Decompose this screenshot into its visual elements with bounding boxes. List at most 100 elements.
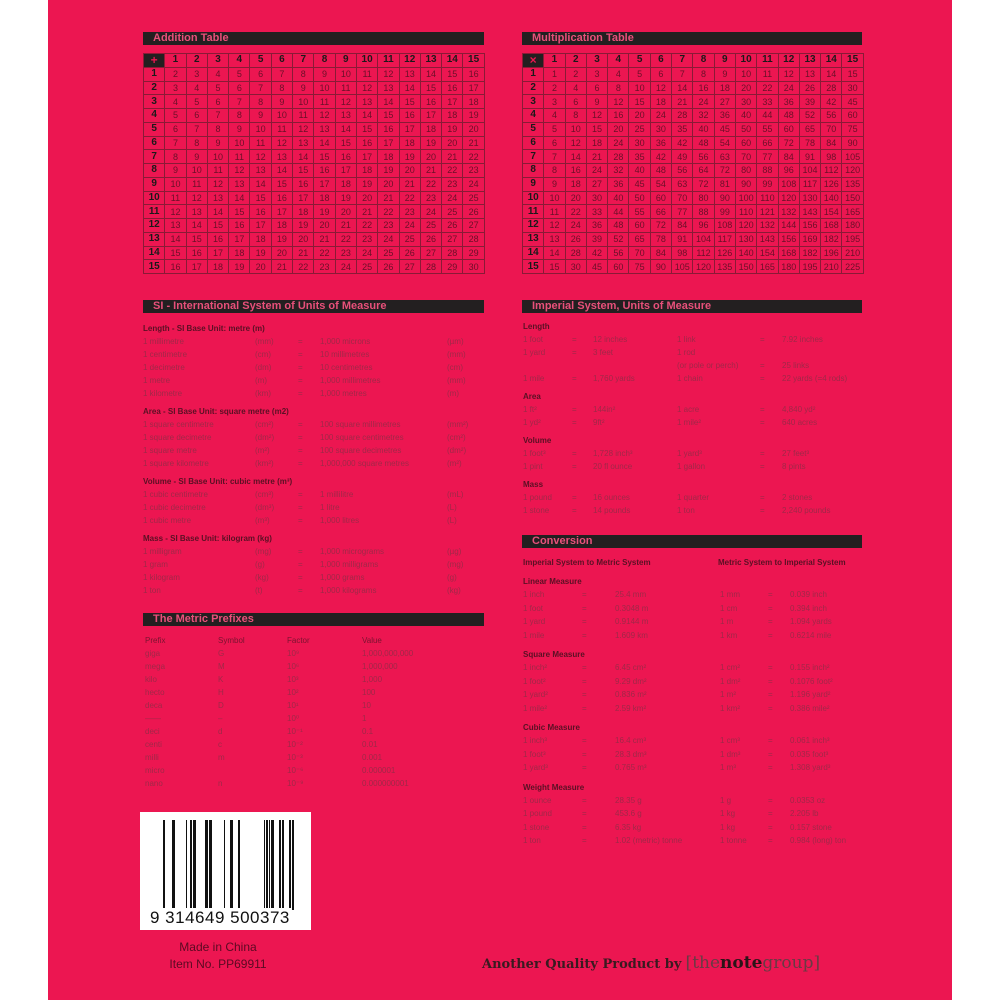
table-cell: 10	[228, 135, 251, 151]
unit-cell: (or pole or perch)	[677, 361, 739, 370]
unit-cell: =	[768, 749, 773, 759]
brand-bracket-close: ]	[813, 953, 821, 973]
row-header: 1	[521, 66, 545, 82]
unit-cell: (µm)	[447, 337, 464, 346]
unit-cell: 1 pint	[523, 462, 543, 471]
unit-cell: =	[298, 490, 303, 499]
table-cell: 21	[313, 231, 336, 247]
table-cell: 42	[820, 94, 843, 109]
unit-cell: (g)	[255, 560, 265, 569]
table-cell: 14	[313, 135, 336, 151]
unit-cell: (µg)	[447, 547, 462, 556]
table-cell: 156	[798, 218, 822, 233]
table-cell: 19	[377, 163, 400, 178]
table-cell: 20	[313, 218, 336, 233]
prefix-cell: 10¹	[287, 701, 299, 710]
table-cell: 22	[292, 259, 315, 274]
column-header: 12	[777, 53, 800, 68]
unit-cell: =	[298, 547, 303, 556]
unit-cell: =	[582, 590, 587, 599]
unit-cell: =	[582, 663, 587, 672]
table-cell: 108	[713, 218, 736, 233]
barcode-bar	[230, 820, 233, 910]
table-cell: 12	[543, 218, 566, 233]
row-header: 4	[521, 108, 545, 123]
unit-row: (or pole or perch) = 25 links	[523, 359, 868, 372]
unit-cell: =	[582, 809, 587, 818]
table-cell: 14	[377, 94, 400, 109]
conversion-section: Imperial System to Metric System Metric …	[523, 556, 868, 848]
table-cell: 120	[692, 259, 715, 274]
unit-cell: 10 centimetres	[320, 363, 373, 372]
table-row: 12 13 14 15 16 17 18 19 20 21 22 23 24 25 26 27	[142, 218, 485, 233]
unit-cell: =	[572, 449, 577, 458]
row-header: 14	[521, 245, 545, 261]
table-cell: 18	[228, 245, 251, 261]
table-cell: 19	[228, 259, 251, 274]
unit-cell: =	[298, 459, 303, 468]
table-cell: 25	[398, 231, 421, 247]
table-cell: 23	[377, 218, 400, 233]
table-cell: 14	[564, 149, 587, 164]
table-cell: 18	[355, 163, 379, 178]
table-cell: 13	[270, 149, 294, 164]
table-cell: 3	[543, 94, 566, 109]
table-cell: 21	[398, 176, 421, 192]
unit-cell: =	[582, 603, 587, 613]
unit-cell: 1 cm³	[720, 736, 740, 745]
unit-cell: 7.92 inches	[782, 335, 823, 344]
table-cell: 23	[419, 190, 443, 206]
table-cell: 6	[164, 121, 187, 137]
column-header: 12	[398, 53, 421, 68]
imperial-units-section: Length 1 foot = 12 inches 1 link = 7.92 inches…	[523, 320, 868, 517]
table-cell: 17	[462, 80, 485, 96]
prefix-cell: kilo	[145, 675, 158, 684]
unit-cell: =	[768, 763, 773, 772]
column-header: Value	[362, 636, 382, 645]
table-cell: 143	[798, 204, 822, 219]
unit-cell: 100 square millimetres	[320, 420, 401, 429]
unit-cell: (mg)	[447, 560, 464, 569]
prefix-cell: M	[218, 662, 225, 671]
prefix-row: milli m 10⁻³ 0.001	[145, 751, 485, 764]
column-header: 15	[462, 53, 485, 68]
unit-cell: 14 pounds	[593, 506, 631, 515]
table-cell: 19	[292, 218, 315, 233]
table-cell: 72	[649, 218, 673, 233]
unit-row: 1 foot² = 9.29 dm² 1 dm² = 0.1076 foot²	[523, 675, 868, 689]
table-cell: 48	[607, 218, 630, 233]
table-cell: 16	[607, 108, 630, 123]
metric-prefixes-section: Prefix Symbol Factor Value giga G 10⁹ 1,000,000…	[145, 634, 485, 790]
unit-cell: 1 km²	[720, 703, 740, 713]
table-cell: 52	[798, 108, 822, 123]
table-cell: 26	[419, 231, 443, 247]
unit-row: 1 kilogram (kg) = 1,000 grams (g)	[143, 571, 488, 584]
table-cell: 20	[419, 149, 443, 164]
column-header: 6	[649, 53, 673, 68]
unit-row: 1 stone = 6.35 kg 1 kg = 0.157 stone	[523, 821, 868, 835]
table-cell: 16	[164, 259, 187, 274]
row-header: 9	[142, 176, 166, 192]
unit-cell: (m)	[255, 376, 267, 385]
unit-cell: 1 g	[720, 795, 732, 805]
prefix-cell: 10⁻²	[287, 740, 303, 749]
unit-cell: 1 ft²	[523, 405, 537, 414]
unit-cell: 28.35 g	[615, 795, 642, 805]
table-cell: 20	[334, 204, 357, 219]
column-header: 13	[419, 53, 443, 68]
table-cell: 14	[270, 163, 294, 178]
unit-cell: 20 fl ounce	[593, 462, 633, 471]
unit-cell: 1.196 yard²	[790, 690, 831, 699]
table-cell: 22	[419, 176, 443, 192]
table-cell: 17	[355, 149, 379, 164]
prefix-cell: 10³	[287, 675, 299, 684]
table-cell: 18	[206, 259, 230, 274]
unit-cell: =	[768, 809, 773, 818]
unit-cell: 1 cm	[720, 603, 738, 613]
table-cell: 9	[270, 94, 294, 109]
group-heading: Length	[523, 322, 550, 331]
unit-row: 1 inch = 25.4 mm 1 mm = 0.039 inch	[523, 588, 868, 602]
table-cell: 56	[692, 149, 715, 164]
row-header: 6	[521, 135, 545, 151]
table-cell: 90	[649, 259, 673, 274]
